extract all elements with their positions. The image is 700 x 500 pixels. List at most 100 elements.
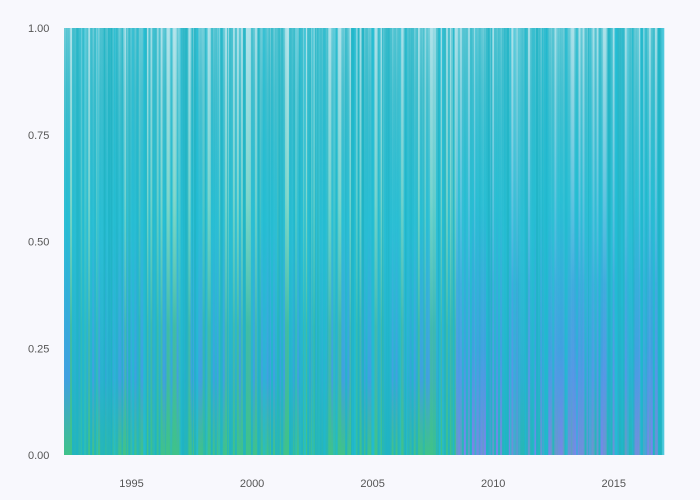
- area-stripe: [265, 28, 267, 455]
- area-band: [232, 28, 236, 455]
- area-band: [90, 28, 93, 455]
- area-band: [534, 28, 537, 455]
- area-band: [297, 28, 300, 455]
- area-band: [624, 28, 627, 455]
- area-stripe: [169, 28, 173, 455]
- area-stripe: [153, 28, 155, 455]
- x-tick-label: 1995: [119, 478, 143, 490]
- area-stripe: [489, 28, 491, 455]
- area-band: [180, 28, 183, 455]
- x-axis: 1995 2000 2005 2010 2015: [119, 478, 626, 490]
- area-stripe: [437, 28, 440, 455]
- area-stripe: [138, 28, 141, 455]
- area-stripe: [438, 28, 441, 455]
- area-stripe: [121, 28, 123, 455]
- area-band: [313, 28, 316, 455]
- area-band: [146, 28, 149, 455]
- x-tick-label: 2000: [240, 478, 264, 490]
- area-band: [230, 28, 234, 455]
- plot-area: [64, 28, 665, 455]
- area-band: [68, 28, 71, 455]
- area-stripe: [355, 28, 357, 455]
- area-band: [359, 28, 362, 455]
- area-band: [610, 28, 613, 455]
- area-band: [86, 28, 89, 455]
- area-band: [520, 28, 523, 455]
- area-stripe: [202, 28, 205, 455]
- area-band: [409, 28, 412, 455]
- area-band: [337, 28, 340, 455]
- area-band: [492, 28, 495, 455]
- area-band: [218, 28, 222, 455]
- area-band: [168, 28, 171, 455]
- area-band: [106, 28, 109, 455]
- area-band: [654, 28, 658, 455]
- area-band: [349, 28, 352, 455]
- area-stripe: [622, 28, 625, 455]
- area-band: [479, 28, 483, 455]
- area-band: [134, 28, 137, 455]
- area-band: [319, 28, 322, 455]
- area-band: [477, 28, 481, 455]
- area-band: [347, 28, 350, 455]
- area-band: [70, 28, 73, 455]
- area-stripe: [641, 28, 644, 455]
- area-band: [202, 28, 205, 455]
- area-band: [82, 28, 85, 455]
- area-band: [158, 28, 161, 455]
- area-band: [122, 28, 125, 455]
- area-band: [512, 28, 515, 455]
- area-stripe: [191, 28, 194, 455]
- area-band: [148, 28, 151, 455]
- area-band: [556, 28, 559, 455]
- area-band: [401, 28, 404, 455]
- area-band: [252, 28, 256, 455]
- area-band: [594, 28, 597, 455]
- area-band: [192, 28, 195, 455]
- area-band: [508, 28, 511, 455]
- area-band: [419, 28, 422, 455]
- area-band: [162, 28, 165, 455]
- area-band: [383, 28, 386, 455]
- area-band: [375, 28, 378, 455]
- area-stripe: [632, 28, 635, 455]
- area-stripe: [323, 28, 326, 455]
- area-band: [494, 28, 497, 455]
- area-band: [154, 28, 157, 455]
- area-stripe: [136, 28, 139, 455]
- area-band: [648, 28, 652, 455]
- area-band: [391, 28, 394, 455]
- area-stripe: [543, 28, 545, 455]
- area-band: [98, 28, 101, 455]
- area-stripe: [79, 28, 82, 455]
- area-band: [584, 28, 587, 455]
- area-stripe: [277, 28, 281, 455]
- area-band: [435, 28, 439, 455]
- area-stripe: [399, 28, 402, 455]
- area-band: [66, 28, 69, 455]
- area-band: [315, 28, 318, 455]
- area-band: [214, 28, 218, 455]
- area-band: [373, 28, 376, 455]
- area-band: [250, 28, 254, 455]
- area-stripe: [640, 28, 643, 455]
- area-stripe: [96, 28, 98, 455]
- area-band: [248, 28, 252, 455]
- area-stripe: [478, 28, 481, 455]
- area-stripe: [227, 28, 228, 455]
- area-band: [630, 28, 633, 455]
- area-band: [528, 28, 531, 455]
- area-band: [272, 28, 276, 455]
- area-band: [522, 28, 525, 455]
- x-tick-label: 2005: [360, 478, 384, 490]
- area-stripe: [621, 28, 624, 455]
- area-band: [628, 28, 631, 455]
- area-band: [285, 28, 288, 455]
- area-band: [156, 28, 159, 455]
- y-tick-label: 0.25: [28, 343, 49, 355]
- area-band: [447, 28, 451, 455]
- area-stripe: [110, 28, 113, 455]
- area-band: [210, 28, 213, 455]
- area-band: [389, 28, 392, 455]
